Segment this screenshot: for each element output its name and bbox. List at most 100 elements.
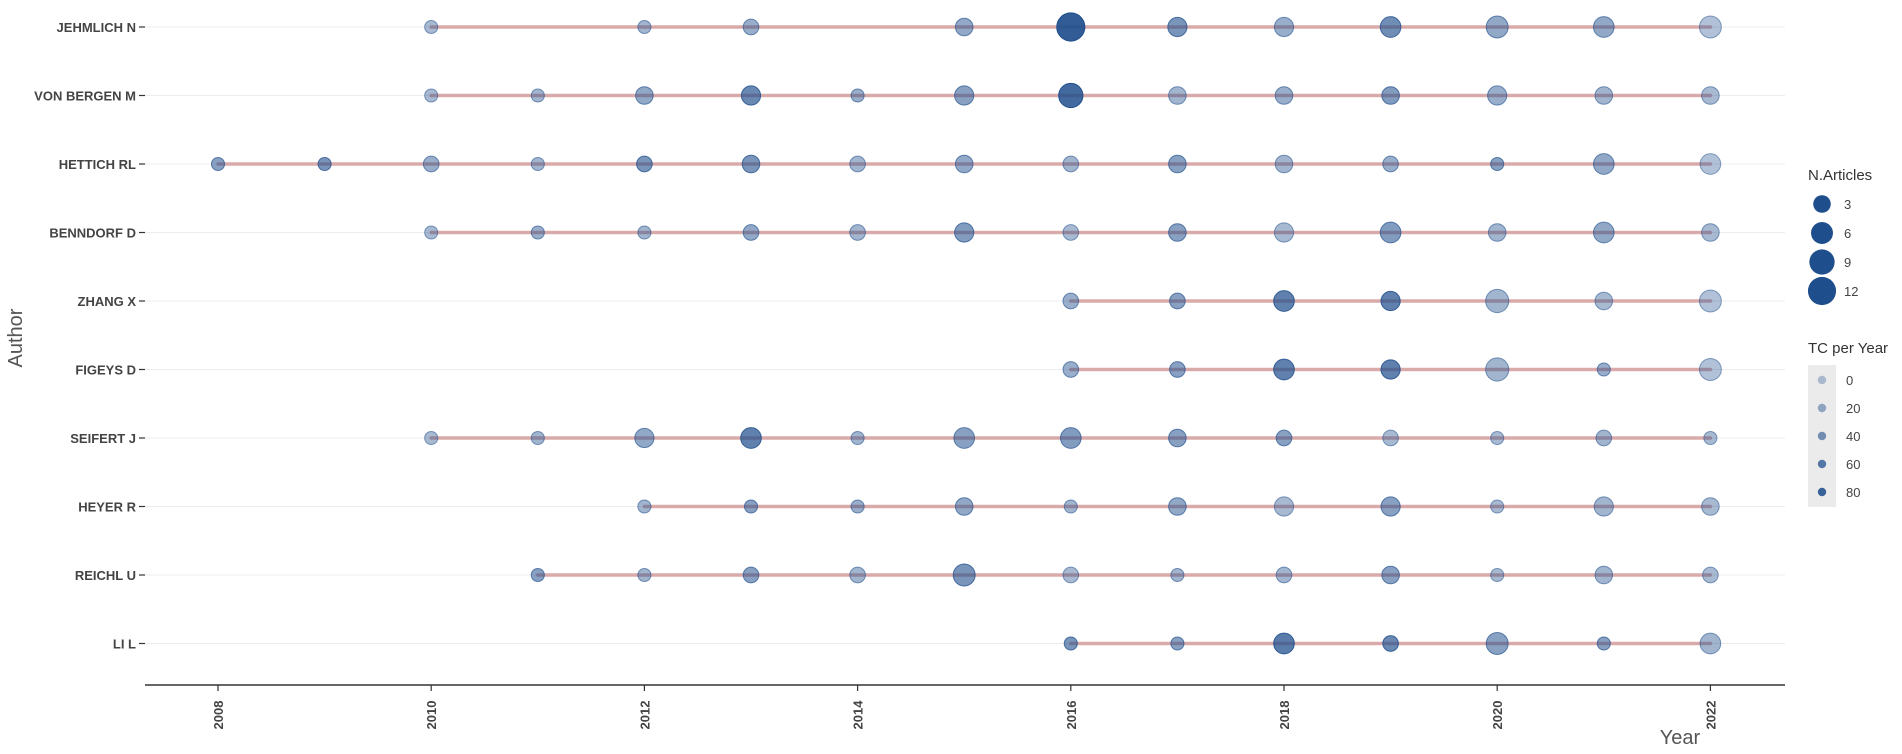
data-point (1062, 224, 1080, 241)
x-tick-label: 2012 (637, 701, 652, 730)
data-point (1380, 359, 1401, 380)
data-point (424, 19, 439, 35)
data-point (1485, 357, 1510, 382)
data-point (1593, 496, 1614, 517)
data-point (1169, 292, 1186, 310)
data-point (1490, 156, 1505, 172)
data-point (1487, 223, 1507, 242)
data-point (1592, 16, 1615, 38)
data-point (1379, 221, 1402, 244)
data-point (1490, 499, 1505, 514)
gridlines (145, 26, 1785, 644)
data-point (637, 19, 652, 35)
data-point (954, 85, 975, 106)
data-point (849, 155, 866, 173)
data-point (1168, 428, 1187, 448)
data-point (1382, 635, 1399, 652)
data-point (741, 154, 761, 174)
data-point (637, 499, 652, 514)
data-point (1701, 223, 1720, 242)
data-point (742, 224, 760, 241)
data-point (954, 17, 974, 37)
x-tick-label: 2010 (424, 701, 439, 730)
data-point (1490, 430, 1505, 446)
data-point (954, 222, 975, 243)
legend-color-label: 40 (1846, 429, 1860, 444)
legend-color-marker (1817, 403, 1827, 413)
legend-color-label: 80 (1846, 485, 1860, 500)
author-label: HETTICH RL (59, 157, 136, 172)
timeline-lines (216, 25, 1713, 646)
data-point (1273, 632, 1295, 655)
data-point (1170, 567, 1185, 583)
data-point (1487, 85, 1508, 106)
data-point (1168, 154, 1187, 174)
legend-size-marker (1807, 276, 1837, 306)
data-point (1273, 290, 1295, 312)
data-point (1059, 427, 1082, 449)
data-point (850, 499, 865, 514)
data-point (1275, 566, 1293, 584)
legend-size-label: 6 (1844, 226, 1851, 241)
data-point (1167, 16, 1188, 38)
data-point (422, 155, 440, 173)
data-point (1698, 289, 1722, 313)
data-point (954, 154, 974, 174)
legend-size-marker (1811, 222, 1833, 244)
legend-color-marker (1817, 459, 1827, 469)
author-label: JEHMLICH N (57, 20, 136, 35)
data-point (1698, 15, 1722, 39)
legend-size-label: 12 (1844, 284, 1858, 299)
data-point (742, 18, 760, 36)
data-point (317, 156, 332, 172)
data-point (1701, 497, 1720, 516)
author-label: REICHL U (75, 568, 136, 583)
author-label: LI L (113, 637, 136, 652)
data-point (740, 85, 762, 106)
data-point (1592, 153, 1615, 175)
legend-size-title: N.Articles (1808, 167, 1872, 184)
data-point (634, 427, 655, 449)
author-label: FIGEYS D (75, 363, 136, 378)
data-point (1380, 496, 1401, 517)
y-axis-title: Author (5, 308, 27, 367)
data-point (1379, 16, 1402, 38)
data-point (1596, 636, 1611, 651)
legend-color-title: TC per Year (1808, 340, 1888, 357)
data-point (1381, 86, 1400, 105)
author-label: ZHANG X (78, 294, 137, 309)
data-point (740, 427, 762, 449)
data-point (1273, 16, 1295, 38)
data-point (1485, 15, 1509, 39)
data-point (952, 563, 976, 587)
author-label: HEYER R (78, 500, 136, 515)
data-point (850, 430, 865, 446)
data-point (424, 88, 439, 103)
data-point (1273, 496, 1295, 517)
data-point (637, 225, 652, 240)
data-point (1063, 636, 1078, 651)
data-point (1596, 362, 1611, 377)
data-point (210, 156, 226, 172)
data-point (424, 225, 439, 240)
data-point (1062, 292, 1080, 310)
data-point (530, 567, 545, 583)
legend-color-marker (1817, 487, 1827, 497)
data-point (1169, 361, 1186, 378)
data-point (530, 88, 545, 103)
data-point (1702, 566, 1719, 584)
legend: N.Articles 3 6 9 12 TC per Year 0 20 40 60 80 (1807, 167, 1888, 507)
data-point (1062, 361, 1080, 378)
data-point (1592, 221, 1615, 244)
data-point (1274, 154, 1294, 174)
x-tick-label: 2014 (851, 700, 866, 730)
data-point (1381, 565, 1400, 585)
legend-size-label: 9 (1844, 255, 1851, 270)
data-points (210, 12, 1722, 655)
author-label: SEIFERT J (70, 431, 136, 446)
data-point (636, 155, 653, 173)
data-point (1382, 155, 1399, 173)
data-point (1168, 223, 1187, 242)
data-point (1380, 290, 1401, 312)
